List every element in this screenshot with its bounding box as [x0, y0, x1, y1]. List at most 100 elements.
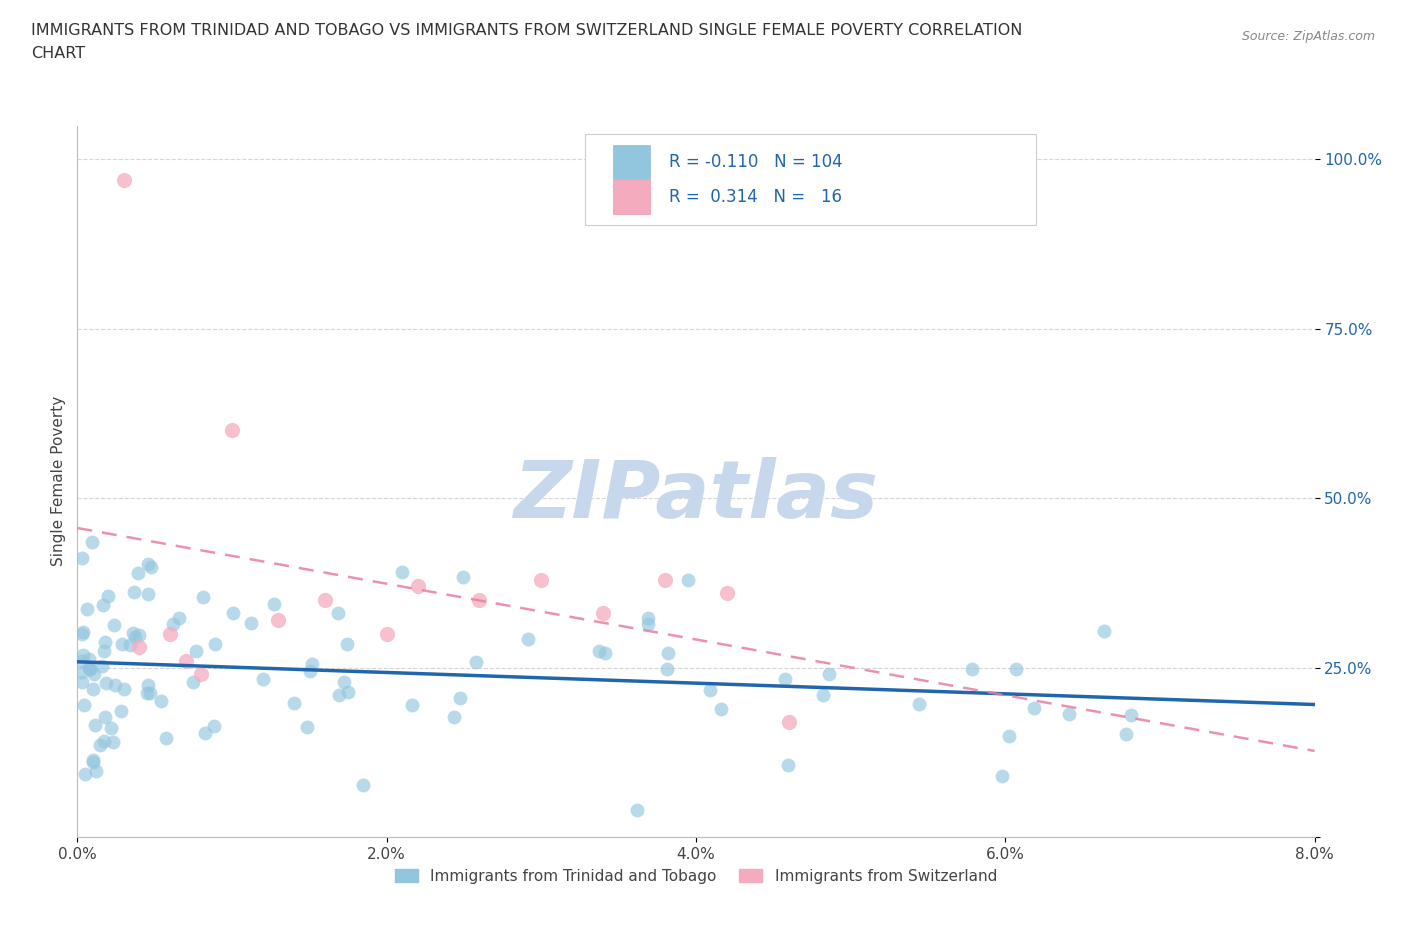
- Point: [82, 682, 104, 697]
- Point: [97, 588, 120, 603]
- Point: [654, 572, 676, 587]
- Point: [76, 602, 98, 617]
- Point: [451, 570, 474, 585]
- Point: [401, 698, 423, 712]
- Point: [202, 719, 225, 734]
- Point: [1092, 623, 1115, 638]
- Point: [135, 685, 157, 700]
- Point: [80, 534, 103, 549]
- Point: [960, 662, 983, 677]
- Legend: Immigrants from Trinidad and Tobago, Immigrants from Switzerland: Immigrants from Trinidad and Tobago, Imm…: [389, 862, 1002, 890]
- Point: [337, 684, 360, 699]
- Point: [637, 617, 659, 631]
- Text: ZIPatlas: ZIPatlas: [513, 457, 879, 535]
- Point: [77, 661, 100, 676]
- Point: [138, 678, 160, 693]
- Point: [352, 777, 374, 792]
- Point: [94, 710, 117, 724]
- Point: [75, 766, 97, 781]
- Point: [159, 626, 181, 641]
- Point: [127, 566, 149, 581]
- Point: [263, 597, 285, 612]
- Point: [191, 590, 214, 604]
- Point: [84, 764, 107, 778]
- Point: [82, 752, 104, 767]
- Point: [588, 644, 610, 658]
- Point: [301, 657, 323, 671]
- Point: [657, 645, 679, 660]
- Text: R =  0.314   N =   16: R = 0.314 N = 16: [669, 189, 842, 206]
- Point: [1115, 726, 1137, 741]
- Point: [267, 613, 290, 628]
- Point: [1119, 708, 1142, 723]
- Point: [221, 423, 243, 438]
- Point: [240, 616, 263, 631]
- Point: [297, 719, 319, 734]
- Text: CHART: CHART: [31, 46, 84, 61]
- FancyBboxPatch shape: [585, 134, 1036, 225]
- Point: [89, 737, 111, 752]
- Point: [998, 728, 1021, 743]
- Point: [778, 714, 800, 729]
- Point: [93, 644, 115, 658]
- Point: [72, 625, 94, 640]
- Point: [699, 683, 721, 698]
- Point: [136, 556, 159, 571]
- Point: [83, 717, 105, 732]
- Point: [222, 605, 245, 620]
- Point: [626, 803, 648, 817]
- Point: [73, 698, 96, 713]
- Point: [93, 734, 115, 749]
- Point: [186, 644, 208, 658]
- Text: R = -0.110   N = 104: R = -0.110 N = 104: [669, 153, 842, 171]
- Point: [817, 667, 839, 682]
- Y-axis label: Single Female Poverty: Single Female Poverty: [51, 396, 66, 566]
- Point: [94, 635, 117, 650]
- Point: [70, 627, 93, 642]
- Point: [517, 631, 540, 646]
- Point: [657, 662, 679, 677]
- Point: [813, 687, 835, 702]
- Point: [336, 636, 359, 651]
- Point: [103, 618, 125, 632]
- Point: [314, 592, 336, 607]
- Point: [328, 687, 350, 702]
- Point: [1057, 707, 1080, 722]
- Point: [79, 661, 101, 676]
- Point: [332, 674, 354, 689]
- Point: [112, 172, 135, 187]
- Point: [70, 654, 93, 669]
- Point: [96, 676, 118, 691]
- Point: [464, 655, 486, 670]
- Point: [676, 573, 699, 588]
- Point: [530, 572, 553, 587]
- Point: [637, 611, 659, 626]
- Point: [162, 617, 184, 631]
- Point: [82, 754, 104, 769]
- Point: [1005, 661, 1028, 676]
- Point: [122, 626, 145, 641]
- Point: [104, 677, 127, 692]
- Point: [128, 628, 150, 643]
- Point: [908, 697, 931, 711]
- Point: [716, 586, 738, 601]
- Point: [406, 578, 429, 593]
- Point: [112, 682, 135, 697]
- Point: [111, 636, 134, 651]
- Point: [443, 709, 465, 724]
- Point: [138, 685, 160, 700]
- Point: [190, 667, 212, 682]
- Text: Source: ZipAtlas.com: Source: ZipAtlas.com: [1241, 30, 1375, 43]
- Point: [79, 661, 101, 676]
- Point: [773, 671, 796, 686]
- Point: [204, 637, 226, 652]
- Point: [70, 551, 93, 565]
- Point: [468, 592, 491, 607]
- Point: [592, 606, 614, 621]
- Point: [174, 654, 197, 669]
- Point: [101, 735, 124, 750]
- Point: [120, 638, 142, 653]
- Point: [155, 731, 177, 746]
- Point: [72, 647, 94, 662]
- Point: [299, 663, 322, 678]
